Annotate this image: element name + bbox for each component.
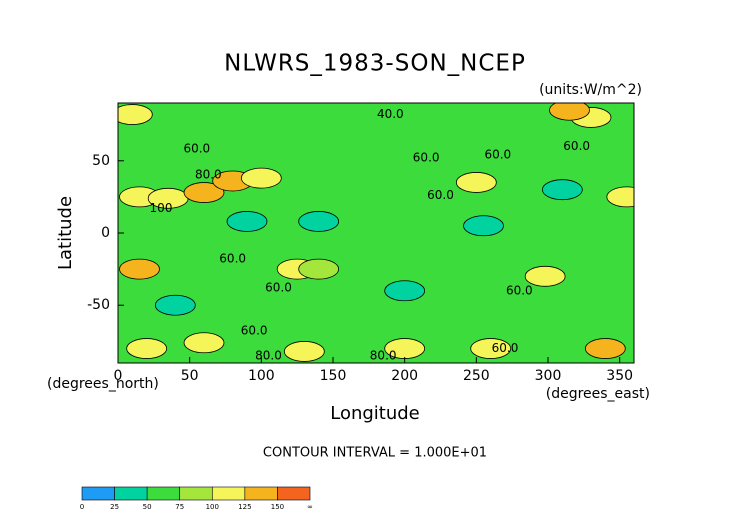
contour-label: 80.0 [255,348,282,362]
colorbar-label: 150 [271,503,284,511]
contour-label: 60.0 [492,341,519,355]
colorbar-box [179,486,213,501]
contour-label: 60.0 [563,139,590,153]
contour-label: 100 [150,201,173,215]
x-tick-label: 250 [463,368,490,384]
y-axis-units: (degrees_north) [47,376,159,392]
field-feature [298,258,340,280]
colorbar-box [81,486,115,501]
field-feature [126,338,168,359]
field-feature [606,186,634,208]
field-feature [240,167,282,189]
y-tick-label: 0 [101,225,110,241]
field-feature [183,182,225,203]
x-tick-label: 200 [391,368,418,384]
contour-interval: CONTOUR INTERVAL = 1.000E+01 [263,446,487,461]
contour-label: 60.0 [484,148,511,162]
colorbar-box [211,486,246,501]
field-background [118,103,634,363]
field-feature [455,172,497,193]
contour-label: 60.0 [427,188,454,202]
field-feature [154,294,196,316]
field-feature [584,338,626,359]
y-tick-label: -50 [87,297,110,313]
field-feature [183,332,225,354]
field-feature [541,179,583,201]
field-feature [283,341,325,362]
y-axis-title: Latitude [55,196,76,270]
field: 40.0 60.0 60.0 60.0 60.0 60.0 60.0 60.0 60.0 60.0… [118,103,634,363]
field-feature [463,215,504,237]
colorbar-label: 125 [238,503,251,511]
x-tick-label: 150 [320,368,347,384]
field-feature [118,104,153,125]
field-feature [298,211,340,232]
x-tick-label: 350 [606,368,633,384]
colorbar-box [277,486,311,501]
contour-label: 60.0 [265,280,292,294]
x-tick-label: 100 [248,368,275,384]
y-tick-label: 50 [92,153,110,169]
contour-label: 60.0 [219,252,246,266]
colorbar-box [146,486,181,501]
x-tick-label: 300 [535,368,562,384]
field-feature [119,258,160,280]
field-feature [470,338,512,359]
colorbar-label: 75 [175,503,184,511]
field-feature [226,211,268,232]
colorbar-label: 0 [80,503,84,511]
units-label: (units:W/m^2) [539,82,642,98]
colorbar-label: 50 [143,503,152,511]
colorbar-label: ∞ [307,503,313,511]
contour-label: 40.0 [377,107,404,121]
x-tick-label: 0 [114,368,123,384]
colorbar-box [244,486,278,501]
contour-label: 80.0 [195,168,222,182]
field-feature [549,103,590,121]
contour-label: 80.0 [370,348,397,362]
colorbar-label: 100 [206,503,219,511]
contour-label: 60.0 [183,142,210,156]
x-tick-label: 50 [181,368,199,384]
chart-title: NLWRS_1983-SON_NCEP [224,51,526,77]
contour-label: 60.0 [506,283,533,297]
x-axis-title: Longitude [330,403,420,424]
contour-label: 60.0 [241,324,268,338]
x-axis-units: (degrees_east) [546,386,650,402]
field-feature [524,265,566,287]
colorbar-label: 25 [110,503,119,511]
colorbar-box [114,486,148,501]
field-feature [384,280,426,302]
contour-label: 60.0 [413,150,440,164]
